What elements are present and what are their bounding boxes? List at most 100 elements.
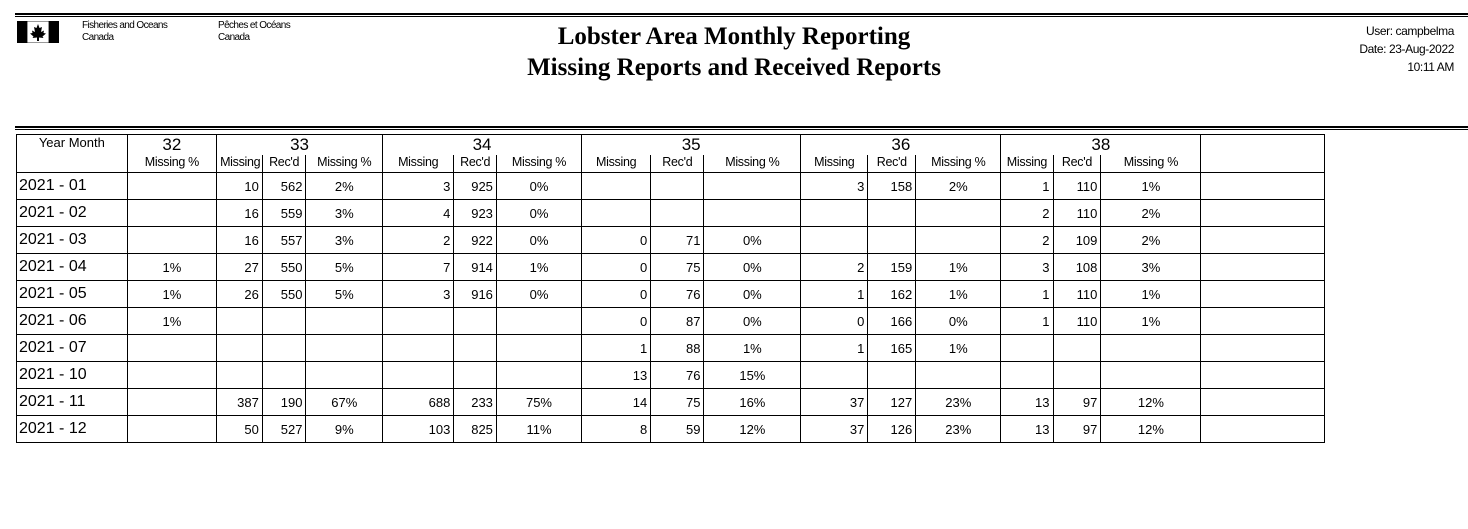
table-row: 2021 - 12 50 527 9% 103 825 11% 8 59 12% 37 126 23% 1… bbox=[16, 415, 1325, 443]
col-header-recd: Rec'd bbox=[650, 155, 705, 173]
table-row: 2021 - 10 13 76 15% bbox=[16, 361, 1325, 389]
blank-header-cell bbox=[1200, 134, 1325, 173]
received-count-cell: 87 bbox=[650, 307, 705, 335]
area-header-32: 32 bbox=[126, 134, 218, 155]
received-count-cell bbox=[261, 361, 307, 389]
time-label: 10:11 AM bbox=[1407, 60, 1454, 74]
missing-percent-cell bbox=[495, 307, 583, 335]
received-count-cell: 923 bbox=[453, 199, 497, 227]
missing-percent-cell bbox=[915, 361, 1002, 389]
received-count-cell: 550 bbox=[261, 280, 307, 308]
missing-percent-cell: 2% bbox=[915, 172, 1002, 200]
missing-count-cell: 27 bbox=[216, 253, 263, 281]
blank-cell bbox=[1200, 388, 1325, 416]
received-count-cell bbox=[1052, 334, 1102, 362]
year-month-cell: 2021 - 06 bbox=[16, 307, 128, 335]
missing-count-cell bbox=[581, 199, 652, 227]
received-count-cell: 59 bbox=[650, 415, 705, 443]
missing-percent-cell bbox=[305, 334, 384, 362]
received-count-cell: 914 bbox=[453, 253, 497, 281]
received-count-cell bbox=[650, 172, 705, 200]
col-header-missing: Missing bbox=[382, 155, 455, 173]
missing-percent-cell: 1% bbox=[1100, 172, 1202, 200]
missing-count-cell: 14 bbox=[581, 388, 652, 416]
canada-flag-logo bbox=[17, 21, 59, 43]
received-count-cell: 110 bbox=[1052, 280, 1102, 308]
blank-cell bbox=[1200, 415, 1325, 443]
blank-cell bbox=[1200, 199, 1325, 227]
received-count-cell bbox=[867, 226, 917, 254]
received-count-cell bbox=[1052, 361, 1102, 389]
missing-percent-cell bbox=[126, 199, 218, 227]
missing-count-cell: 3 bbox=[1000, 253, 1054, 281]
column-header-row: Missing % Missing Rec'd Missing % Missin… bbox=[17, 155, 1325, 173]
received-count-cell: 126 bbox=[867, 415, 917, 443]
missing-percent-cell bbox=[703, 172, 802, 200]
blank-cell bbox=[1200, 280, 1325, 308]
missing-percent-cell: 67% bbox=[305, 388, 384, 416]
table-row: 2021 - 03 16 557 3% 2 922 0% 0 71 0% 2 109 2% bbox=[16, 226, 1325, 254]
blank-cell bbox=[1200, 253, 1325, 281]
col-header-missing: Missing bbox=[581, 155, 652, 173]
table-row: 2021 - 04 1% 27 550 5% 7 914 1% 0 75 0% 2 159 1% 3 108 3… bbox=[16, 253, 1325, 281]
missing-count-cell: 2 bbox=[800, 253, 869, 281]
area-header-33: 33 bbox=[216, 134, 384, 155]
missing-count-cell: 0 bbox=[581, 226, 652, 254]
missing-count-cell: 1 bbox=[800, 334, 869, 362]
missing-count-cell: 50 bbox=[216, 415, 263, 443]
missing-count-cell: 2 bbox=[382, 226, 455, 254]
missing-count-cell: 3 bbox=[382, 280, 455, 308]
received-count-cell: 559 bbox=[261, 199, 307, 227]
col-header-missing-pct: Missing % bbox=[495, 155, 583, 173]
received-count-cell: 110 bbox=[1052, 172, 1102, 200]
received-count-cell: 88 bbox=[650, 334, 705, 362]
missing-count-cell: 3 bbox=[382, 172, 455, 200]
received-count-cell: 550 bbox=[261, 253, 307, 281]
table-row: 2021 - 05 1% 26 550 5% 3 916 0% 0 76 0% 1 162 1% 1 110 1… bbox=[16, 280, 1325, 308]
received-count-cell bbox=[867, 361, 917, 389]
received-count-cell bbox=[261, 307, 307, 335]
date-label: Date: 23-Aug-2022 bbox=[1359, 42, 1454, 56]
col-header-missing-pct: Missing % bbox=[305, 155, 384, 173]
col-header-recd: Rec'd bbox=[261, 155, 307, 173]
year-month-cell: 2021 - 12 bbox=[16, 415, 128, 443]
table-row: 2021 - 01 10 562 2% 3 925 0% 3 158 2% 1 110 1% bbox=[16, 172, 1325, 200]
blank-cell bbox=[1200, 307, 1325, 335]
year-month-cell: 2021 - 11 bbox=[16, 388, 128, 416]
received-count-cell: 165 bbox=[867, 334, 917, 362]
missing-count-cell: 37 bbox=[800, 388, 869, 416]
received-count-cell bbox=[867, 199, 917, 227]
received-count-cell: 916 bbox=[453, 280, 497, 308]
received-count-cell: 76 bbox=[650, 280, 705, 308]
missing-percent-cell: 1% bbox=[915, 280, 1002, 308]
missing-count-cell bbox=[1000, 361, 1054, 389]
col-header-missing-pct: Missing % bbox=[1100, 155, 1202, 173]
received-count-cell: 97 bbox=[1052, 388, 1102, 416]
col-header-missing: Missing bbox=[216, 155, 263, 173]
missing-percent-cell: 0% bbox=[703, 307, 802, 335]
received-count-cell: 127 bbox=[867, 388, 917, 416]
received-count-cell: 108 bbox=[1052, 253, 1102, 281]
missing-count-cell: 13 bbox=[1000, 388, 1054, 416]
col-header-recd: Rec'd bbox=[1052, 155, 1102, 173]
received-count-cell: 190 bbox=[261, 388, 307, 416]
report-title-line1: Lobster Area Monthly Reporting bbox=[557, 23, 911, 50]
missing-count-cell: 0 bbox=[800, 307, 869, 335]
missing-percent-cell: 3% bbox=[1100, 253, 1202, 281]
missing-count-cell: 1 bbox=[800, 280, 869, 308]
col-header-missing-pct: Missing % bbox=[126, 155, 218, 173]
year-month-cell: 2021 - 02 bbox=[16, 199, 128, 227]
missing-percent-cell: 0% bbox=[703, 226, 802, 254]
table-rule bbox=[15, 126, 1468, 130]
col-header-recd: Rec'd bbox=[867, 155, 917, 173]
missing-count-cell: 7 bbox=[382, 253, 455, 281]
report-title: Lobster Area Monthly Reporting Missing R… bbox=[0, 21, 1468, 83]
header-rule bbox=[15, 13, 1468, 17]
year-month-header: Year Month bbox=[16, 134, 128, 173]
missing-percent-cell: 1% bbox=[703, 334, 802, 362]
missing-percent-cell bbox=[126, 361, 218, 389]
area-header-34: 34 bbox=[382, 134, 583, 155]
missing-percent-cell bbox=[1100, 361, 1202, 389]
missing-count-cell bbox=[1000, 334, 1054, 362]
col-header-missing: Missing bbox=[1000, 155, 1054, 173]
